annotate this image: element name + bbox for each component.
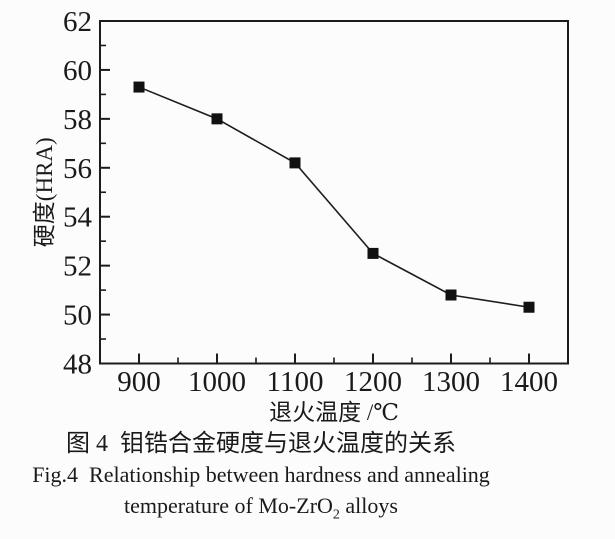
x-tick-label: 900 [117,366,161,398]
x-axis-label: 退火温度 /℃ [269,400,399,425]
caption-english-line1: Fig.4 Relationship between hardness and … [32,462,490,487]
caption-english-line2-post: alloys [339,493,398,518]
x-tick-label: 1400 [500,366,558,398]
y-tick-label: 48 [63,349,92,381]
x-tick-label: 1300 [422,366,480,398]
y-tick-label: 52 [63,251,92,283]
data-point [133,81,145,93]
data-point [211,113,223,125]
y-tick-label: 54 [63,202,93,234]
y-tick-label: 56 [63,153,92,185]
x-tick-label: 1200 [344,366,402,398]
data-line [138,86,530,309]
figure-caption: 图 4 钼锆合金硬度与退火温度的关系 Fig.4 Relationship be… [0,429,522,523]
caption-subscript-2: 2 [332,507,340,523]
y-tick-label: 50 [63,300,92,332]
y-tick-label: 58 [63,104,92,136]
y-axis-label: 硬度(HRA) [32,137,57,247]
plot-border [99,20,569,365]
chart-svg: 900 1000 1100 1200 1300 1400 48 50 52 54 56 58 60 62 退… [32,6,569,425]
data-point [367,247,379,259]
caption-chinese: 图 4 钼锆合金硬度与退火温度的关系 [66,431,456,457]
hardness-temperature-chart: 900 1000 1100 1200 1300 1400 48 50 52 54 56 58 60 62 退… [32,6,569,425]
caption-english-line2: temperature of Mo-ZrO2 alloys [0,490,522,523]
y-tick-label: 60 [63,55,92,87]
data-point [523,301,535,313]
x-tick-label: 1000 [188,366,246,398]
x-tick-label: 1100 [267,366,324,398]
caption-english-line2-pre: temperature of Mo-ZrO [124,493,333,518]
data-point [289,157,301,169]
data-point [445,289,457,301]
y-tick-label: 62 [63,6,92,38]
